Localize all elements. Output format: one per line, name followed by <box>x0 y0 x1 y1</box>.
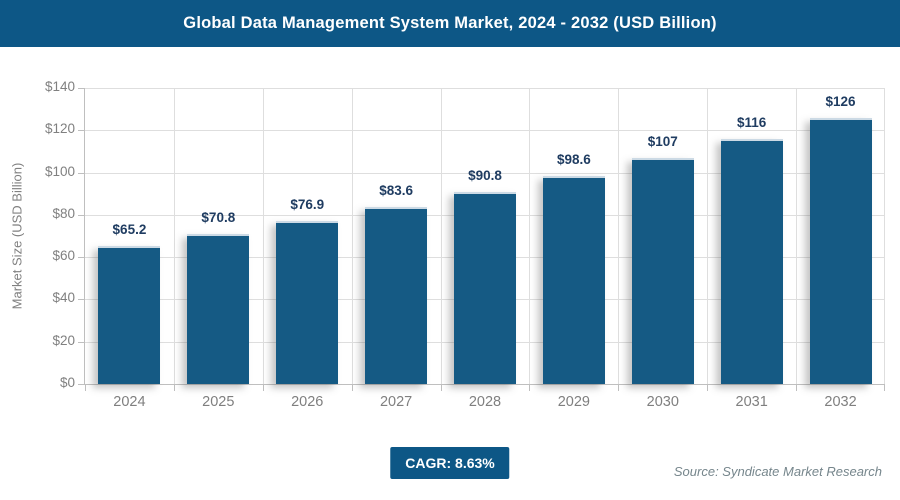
bar-2027 <box>365 207 428 384</box>
x-tick-label-2032: 2032 <box>824 394 857 410</box>
gridline-vertical <box>351 88 353 384</box>
gridline-vertical <box>796 88 798 384</box>
x-tick-label-2030: 2030 <box>646 394 679 410</box>
bar-value-label-2029: $98.6 <box>556 151 591 167</box>
bar-value-label-2027: $83.6 <box>379 183 413 199</box>
bar-value-label-2030: $107 <box>647 133 678 149</box>
x-axis-tick <box>351 385 353 391</box>
gridline-vertical <box>262 88 264 384</box>
bar-2032 <box>809 117 872 384</box>
y-axis-tick <box>78 341 84 343</box>
x-axis-tick <box>440 385 442 391</box>
y-axis-tick <box>78 172 84 174</box>
y-axis-tick <box>78 257 84 259</box>
x-axis-tick <box>884 385 885 391</box>
y-axis-tick <box>78 214 84 216</box>
bar-2029 <box>542 175 605 384</box>
bar-2025 <box>187 234 250 384</box>
y-tick-label: $0 <box>59 375 75 390</box>
y-tick-label: $60 <box>52 248 75 264</box>
x-axis-tick <box>707 385 709 391</box>
x-tick-label-2031: 2031 <box>735 394 768 410</box>
bar-value-label-2025: $70.8 <box>201 210 236 226</box>
y-axis-tick <box>78 130 84 132</box>
bar-value-label-2032: $126 <box>825 93 856 109</box>
y-axis-tick <box>78 384 84 385</box>
x-axis-tick <box>85 385 86 391</box>
y-tick-label: $80 <box>52 205 75 221</box>
bar-2028 <box>454 192 516 384</box>
x-axis-tick <box>262 385 264 391</box>
x-axis-tick <box>173 385 175 391</box>
bar-value-label-2026: $76.9 <box>290 197 325 213</box>
y-tick-label: $100 <box>44 163 75 179</box>
bar-2030 <box>631 157 694 384</box>
x-tick-label-2028: 2028 <box>468 394 502 410</box>
x-tick-label-2029: 2029 <box>557 394 590 410</box>
x-tick-label-2024: 2024 <box>113 394 146 410</box>
gridline-horizontal <box>85 130 885 132</box>
y-axis-title: Market Size (USD Billion) <box>9 162 25 310</box>
chart-title: Global Data Management System Market, 20… <box>183 14 717 32</box>
y-tick-label: $20 <box>52 332 75 348</box>
x-tick-label-2026: 2026 <box>291 394 324 410</box>
bar-2026 <box>276 221 339 384</box>
cagr-badge: CAGR: 8.63% <box>390 447 510 479</box>
bar-2024 <box>98 246 161 384</box>
gridline-vertical <box>440 88 442 384</box>
gridline-horizontal <box>85 172 885 174</box>
bar-value-label-2031: $116 <box>737 114 767 130</box>
y-tick-label: $40 <box>52 290 75 306</box>
gridline-vertical <box>707 88 709 384</box>
x-axis-tick <box>618 385 620 391</box>
x-tick-label-2027: 2027 <box>379 394 413 410</box>
gridline-vertical <box>618 88 620 384</box>
gridline-vertical <box>173 88 175 384</box>
x-axis-tick <box>529 385 531 391</box>
y-axis-tick <box>78 299 84 301</box>
bar-2031 <box>720 138 783 384</box>
chart-title-bar: Global Data Management System Market, 20… <box>0 0 900 47</box>
source-text: Source: Syndicate Market Research <box>673 464 882 479</box>
x-axis-tick <box>796 385 798 391</box>
bar-value-label-2028: $90.8 <box>468 168 502 184</box>
gridline-vertical <box>884 88 885 384</box>
plot-area: $0 $20 $40 $60 $80 $100 $120 $140 $65.2 2024 $70.8… <box>45 79 885 410</box>
x-tick-label-2025: 2025 <box>202 394 235 410</box>
y-tick-label: $120 <box>44 121 75 137</box>
gridline-vertical <box>529 88 531 384</box>
bar-value-label-2024: $65.2 <box>112 222 147 238</box>
gridline-horizontal <box>85 88 885 89</box>
y-axis-tick <box>78 88 84 89</box>
y-tick-label: $140 <box>44 79 75 94</box>
